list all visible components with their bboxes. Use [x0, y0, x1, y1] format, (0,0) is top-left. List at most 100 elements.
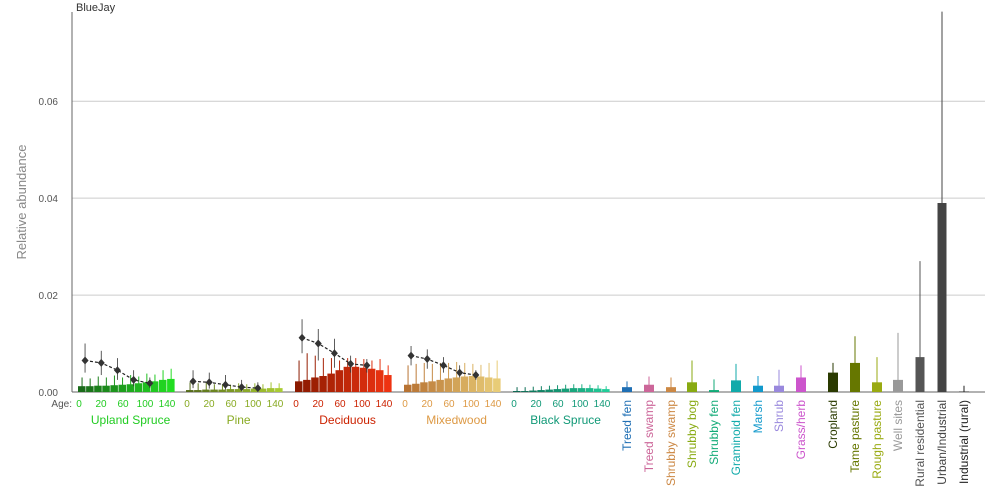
forest-bar: [210, 389, 218, 392]
trend-point: [456, 368, 464, 377]
category-bar: [709, 390, 719, 392]
category-label: Grass/herb: [794, 400, 808, 460]
forest-bar: [577, 388, 586, 392]
trend-point: [472, 371, 480, 380]
forest-bar: [86, 386, 94, 392]
forest-bar: [460, 376, 469, 392]
forest-bar: [404, 384, 412, 392]
forest-bar: [118, 384, 126, 392]
forest-bar: [602, 389, 610, 392]
forest-bar: [150, 381, 159, 392]
forest-bar: [202, 389, 210, 392]
age-tick-label: 0: [293, 399, 299, 410]
y-tick-label: 0.02: [39, 291, 59, 302]
y-tick-label: 0.04: [39, 194, 59, 205]
trend-point: [254, 384, 262, 393]
forest-bar: [267, 388, 275, 392]
forest-bar: [529, 390, 537, 392]
forest-bar: [513, 391, 521, 392]
forest-bar: [444, 378, 452, 392]
forest-bar: [376, 370, 384, 392]
forest-bar: [275, 388, 283, 392]
trend-point: [439, 361, 447, 370]
trend-point: [113, 366, 121, 375]
age-tick-label: 60: [117, 399, 129, 410]
forest-bar: [428, 381, 436, 392]
category-bar: [666, 387, 676, 392]
trend-lines: [81, 319, 480, 393]
trend-point: [238, 383, 246, 392]
trend-point: [347, 359, 355, 368]
forest-bar: [367, 368, 376, 392]
category-bar: [872, 382, 882, 392]
age-tick-label: 60: [225, 399, 237, 410]
category-bar: [687, 382, 697, 392]
trend-line: [410, 355, 476, 376]
group-label: Mixedwood: [426, 413, 487, 427]
forest-bar: [319, 376, 327, 392]
forest-bar: [159, 379, 167, 392]
forest-bar: [335, 370, 343, 392]
age-tick-label: 0: [402, 399, 408, 410]
forest-bar: [78, 386, 86, 392]
age-tick-label: 20: [312, 399, 324, 410]
category-bar: [937, 203, 947, 392]
forest-bar: [250, 388, 259, 392]
trend-point: [130, 375, 138, 384]
trend-point: [221, 380, 229, 389]
forest-bar: [561, 388, 570, 392]
age-tick-label: 60: [443, 399, 455, 410]
age-tick-label: 100: [463, 399, 480, 410]
forest-bar: [452, 377, 461, 392]
age-tick-label: 20: [203, 399, 215, 410]
forest-bar: [412, 383, 420, 392]
trend-point: [81, 356, 89, 365]
age-tick-label: 140: [594, 399, 611, 410]
y-tick-label: 0.00: [39, 388, 59, 399]
group-label: Black Spruce: [530, 413, 601, 427]
category-bar: [644, 384, 654, 392]
category-label: Tame pasture: [848, 400, 862, 473]
category-bar: [796, 377, 806, 392]
forest-bar: [384, 375, 392, 392]
category-bar: [774, 385, 784, 392]
forest-bar: [258, 388, 267, 392]
age-tick-label: 0: [511, 399, 517, 410]
forest-bar: [142, 382, 151, 392]
forest-bar: [186, 390, 194, 392]
category-label: Shrub: [772, 400, 786, 432]
category-bar: [828, 372, 838, 392]
forest-bar: [493, 378, 501, 392]
forest-bar: [226, 389, 234, 392]
category-bar: [622, 387, 632, 392]
forest-bar: [242, 389, 251, 392]
trend-point: [205, 378, 213, 387]
chart-title: BlueJay: [76, 2, 116, 14]
group-label: Upland Spruce: [91, 413, 171, 427]
age-tick-label: 60: [552, 399, 564, 410]
forest-bar: [359, 367, 368, 392]
gridlines: [72, 100, 985, 296]
age-label: Age:: [51, 399, 72, 410]
category-label: Graminoid fen: [729, 400, 743, 475]
trend-point: [97, 358, 105, 367]
trend-point: [298, 333, 306, 342]
category-label: Industrial (rural): [957, 400, 971, 484]
age-tick-label: 20: [530, 399, 542, 410]
forest-bar: [303, 379, 311, 392]
age-tick-label: 20: [95, 399, 107, 410]
forest-bar: [218, 389, 226, 392]
category-bar: [850, 362, 860, 392]
age-tick-label: 100: [572, 399, 589, 410]
forest-bar: [485, 377, 493, 392]
forest-bar: [234, 389, 243, 392]
forest-bar: [110, 385, 118, 392]
age-tick-label: 0: [184, 399, 190, 410]
category-bar: [753, 385, 763, 392]
category-label: Well sites: [891, 400, 905, 451]
y-tick-label: 0.06: [39, 97, 59, 108]
forest-bar: [167, 378, 175, 392]
age-tick-label: 100: [137, 399, 154, 410]
age-tick-label: 20: [421, 399, 433, 410]
forest-bar: [194, 390, 202, 392]
